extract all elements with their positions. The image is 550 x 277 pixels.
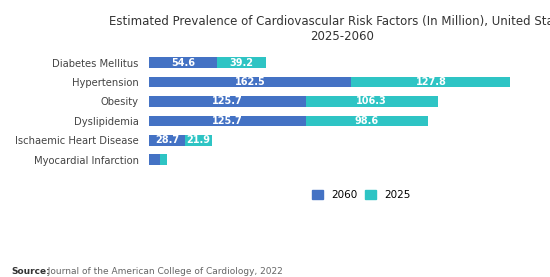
Text: 28.7: 28.7: [155, 135, 179, 145]
Text: 39.2: 39.2: [229, 58, 254, 68]
Text: 98.6: 98.6: [355, 116, 379, 126]
Title: Estimated Prevalence of Cardiovascular Risk Factors (In Million), United States,: Estimated Prevalence of Cardiovascular R…: [109, 15, 550, 43]
Text: Journal of the American College of Cardiology, 2022: Journal of the American College of Cardi…: [42, 267, 283, 276]
Bar: [160, 154, 167, 165]
Bar: [149, 135, 185, 146]
Bar: [185, 135, 212, 146]
Text: 21.9: 21.9: [186, 135, 211, 145]
Text: Source:: Source:: [11, 267, 49, 276]
Text: 125.7: 125.7: [212, 96, 243, 106]
Text: 125.7: 125.7: [212, 116, 243, 126]
Bar: [149, 116, 306, 126]
Bar: [306, 116, 428, 126]
Bar: [149, 57, 217, 68]
Bar: [149, 77, 351, 88]
Text: 106.3: 106.3: [356, 96, 387, 106]
Legend: 2060, 2025: 2060, 2025: [308, 186, 415, 204]
Bar: [217, 57, 266, 68]
Text: 162.5: 162.5: [235, 77, 266, 87]
Bar: [306, 96, 438, 107]
Text: 127.8: 127.8: [415, 77, 447, 87]
Bar: [149, 96, 306, 107]
Text: 54.6: 54.6: [171, 58, 195, 68]
Bar: [149, 154, 160, 165]
Bar: [351, 77, 510, 88]
